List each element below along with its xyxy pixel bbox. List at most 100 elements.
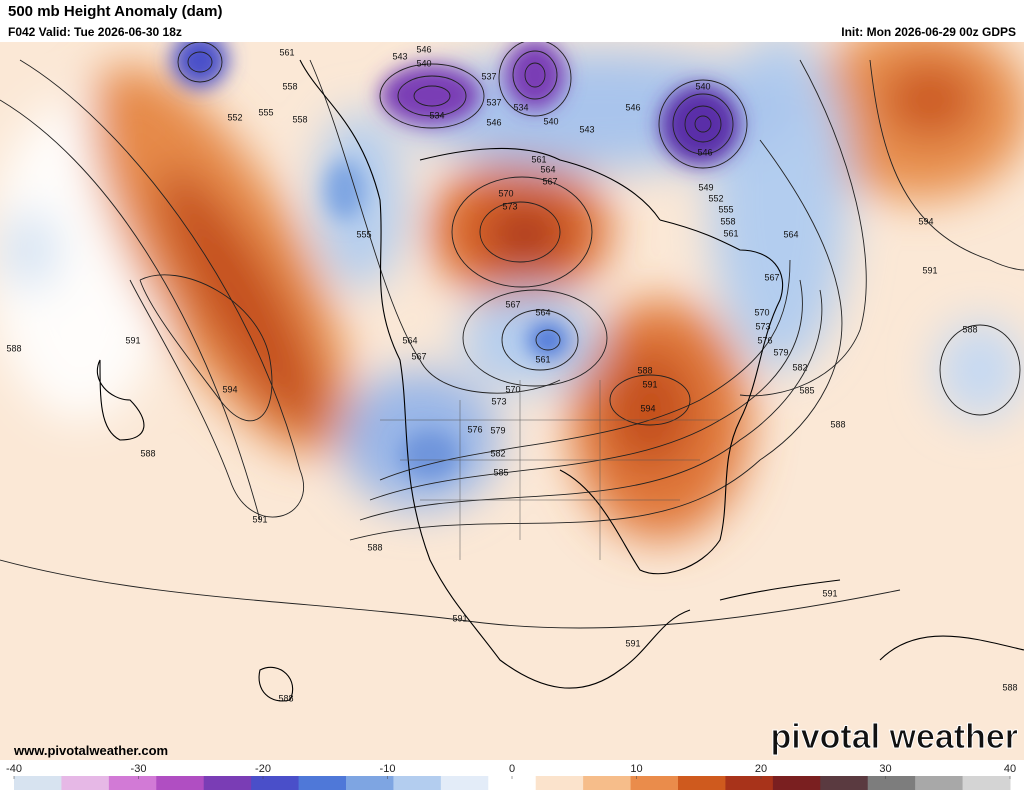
colorbar-cell	[440, 776, 489, 790]
colorbar-cell	[61, 776, 110, 790]
colorbar-cell	[346, 776, 394, 790]
contour-label: 534	[429, 110, 444, 120]
colorbar-cell	[583, 776, 632, 790]
colorbar-cell	[108, 776, 157, 790]
contour-label: 588	[962, 324, 977, 334]
colorbar-tick-label: -40	[6, 763, 22, 775]
init-time: Init: Mon 2026-06-29 00z GDPS	[841, 25, 1016, 39]
contour-label: 561	[279, 47, 294, 57]
contour-label: 579	[490, 425, 505, 435]
colorbar-cell	[678, 776, 726, 790]
contour-label: 591	[452, 613, 467, 623]
colorbar: -40 -30 -20 -10 0 10 20 30 40	[6, 763, 1016, 790]
contour-label: 588	[830, 419, 845, 429]
colorbar-cell	[962, 776, 1011, 790]
logo: pivotal weather	[770, 718, 1018, 756]
contour-label: 579	[773, 347, 788, 357]
colorbar-tick-label: 10	[630, 763, 642, 775]
contour-label: 540	[695, 81, 710, 91]
colorbar-cell	[535, 776, 584, 790]
valid-time: F042 Valid: Tue 2026-06-30 18z	[8, 25, 182, 39]
contour-label: 594	[918, 216, 933, 226]
contour-label: 543	[579, 124, 594, 134]
contour-label: 588	[367, 542, 382, 552]
contour-label: 561	[723, 228, 738, 238]
contour-label: 564	[540, 164, 555, 174]
colorbar-tick-label: 30	[879, 763, 891, 775]
colorbar-cell	[251, 776, 300, 790]
contour-label: 585	[493, 467, 508, 477]
contour-label: 591	[625, 638, 640, 648]
contour-label: 558	[292, 114, 307, 124]
contour-label: 588	[140, 448, 155, 458]
contour-label: 582	[792, 362, 807, 372]
contour-label: 585	[799, 385, 814, 395]
contour-label: 543	[392, 51, 407, 61]
colorbar-tick-label: -10	[380, 763, 396, 775]
contour-label: 573	[502, 201, 517, 211]
colorbar-cell	[298, 776, 347, 790]
contour-label: 570	[505, 384, 520, 394]
contour-label: 534	[513, 102, 528, 112]
contour-label: 567	[411, 351, 426, 361]
contour-label: 588	[278, 693, 293, 703]
contour-label: 576	[757, 335, 772, 345]
contour-label: 591	[642, 379, 657, 389]
contour-label: 546	[625, 102, 640, 112]
contour-label: 591	[125, 335, 140, 345]
contour-label: 555	[718, 204, 733, 214]
contour-label: 564	[402, 335, 417, 345]
contour-label: 576	[467, 424, 482, 434]
contour-label: 573	[491, 396, 506, 406]
contour-label: 552	[227, 112, 242, 122]
contour-label: 540	[543, 116, 558, 126]
contour-label: 549	[698, 182, 713, 192]
colorbar-cell	[630, 776, 679, 790]
contour-label: 558	[282, 81, 297, 91]
colorbar-cell	[867, 776, 916, 790]
colorbar-cell	[488, 776, 537, 790]
contour-label: 570	[498, 188, 513, 198]
contour-label: 546	[416, 44, 431, 54]
contour-label: 537	[486, 97, 501, 107]
contour-label: 558	[720, 216, 735, 226]
colorbar-cell	[393, 776, 442, 790]
colorbar-cell	[820, 776, 869, 790]
contour-label: 594	[640, 403, 655, 413]
contour-label: 555	[356, 229, 371, 239]
contour-label: 594	[222, 384, 237, 394]
contour-label: 591	[822, 588, 837, 598]
contour-label: 573	[755, 321, 770, 331]
colorbar-cell	[772, 776, 821, 790]
contour-label: 546	[697, 147, 712, 157]
contour-label: 588	[1002, 682, 1017, 692]
contour-label: 564	[783, 229, 798, 239]
colorbar-cell	[14, 776, 62, 790]
contour-label: 567	[505, 299, 520, 309]
colorbar-tick-label: -20	[255, 763, 271, 775]
contour-label: 564	[535, 307, 550, 317]
contour-label: 540	[416, 58, 431, 68]
map-title: 500 mb Height Anomaly (dam)	[8, 3, 222, 20]
contour-label: 582	[490, 448, 505, 458]
colorbar-cell	[203, 776, 252, 790]
contour-label: 567	[542, 176, 557, 186]
colorbar-tick-label: 20	[755, 763, 767, 775]
contour-label: 546	[486, 117, 501, 127]
colorbar-tick-label: 0	[509, 763, 515, 775]
colorbar-cell	[915, 776, 964, 790]
contour-label: 561	[535, 354, 550, 364]
colorbar-tick-label: 40	[1004, 763, 1016, 775]
colorbar-cell	[156, 776, 205, 790]
contour-label: 591	[922, 265, 937, 275]
contour-label: 561	[531, 154, 546, 164]
contour-label: 537	[481, 71, 496, 81]
contour-label: 588	[6, 343, 21, 353]
colorbar-tick-label: -30	[131, 763, 147, 775]
contour-label: 552	[708, 193, 723, 203]
contour-label: 570	[754, 307, 769, 317]
contour-label: 567	[764, 272, 779, 282]
contour-label: 588	[637, 365, 652, 375]
